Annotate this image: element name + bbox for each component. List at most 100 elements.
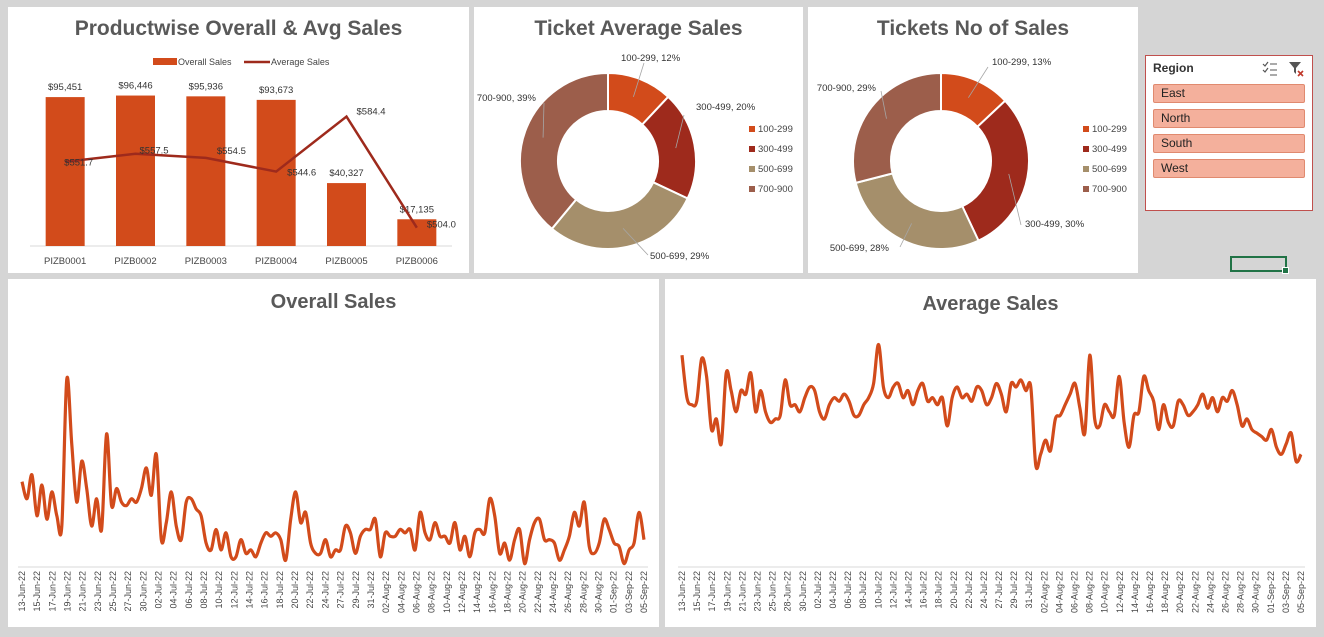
line-data-label: $504.0 bbox=[427, 220, 456, 231]
leader-line bbox=[899, 223, 912, 248]
legend-swatch bbox=[1083, 186, 1089, 192]
slice-data-label: 300-499, 30% bbox=[1025, 219, 1085, 230]
legend-swatch bbox=[1083, 166, 1089, 172]
average-sales-panel: Average Sales 13-Jun-22 15-Jun-22 17-Jun-2… bbox=[665, 279, 1316, 627]
x-tick-label: 28-Jun-22 bbox=[783, 571, 793, 612]
x-tick-label: 06-Jul-22 bbox=[843, 571, 853, 609]
x-tick-label: 18-Jul-22 bbox=[275, 571, 285, 609]
slice-data-label: 700-900, 29% bbox=[817, 83, 877, 94]
x-tick-label: 26-Aug-22 bbox=[1221, 571, 1231, 613]
x-tick-label: 12-Aug-22 bbox=[457, 571, 467, 613]
legend-swatch bbox=[749, 166, 755, 172]
bar-data-label: $95,936 bbox=[189, 81, 223, 92]
leader-line bbox=[633, 62, 645, 97]
legend-swatch bbox=[749, 146, 755, 152]
x-tick-label: 24-Aug-22 bbox=[548, 571, 558, 613]
x-tick-label: PIZB0002 bbox=[114, 256, 156, 267]
overall-sales-panel: Overall Sales 13-Jun-22 15-Jun-22 17-Jun-2… bbox=[8, 279, 659, 627]
bar-data-label: $40,327 bbox=[329, 168, 363, 179]
product-chart-title: Productwise Overall & Avg Sales bbox=[74, 17, 403, 40]
line-data-label: $544.6 bbox=[287, 168, 316, 179]
slice-300-499 bbox=[960, 99, 1030, 242]
x-tick-label: PIZB0001 bbox=[44, 256, 86, 267]
x-tick-label: 04-Aug-22 bbox=[1054, 571, 1064, 613]
x-tick-label: 12-Aug-22 bbox=[1115, 571, 1125, 613]
slicer-item-north[interactable]: North bbox=[1153, 109, 1305, 128]
bar-data-label: $93,673 bbox=[259, 85, 293, 96]
x-tick-label: 08-Aug-22 bbox=[1085, 571, 1095, 613]
product-chart-panel: Productwise Overall & Avg Sales Overall … bbox=[8, 7, 469, 273]
slice-700-900 bbox=[852, 71, 942, 185]
x-tick-label: 02-Jul-22 bbox=[154, 571, 164, 609]
x-tick-label: 14-Jul-22 bbox=[903, 571, 913, 609]
slice-data-label: 300-499, 20% bbox=[696, 102, 756, 113]
legend-swatch bbox=[749, 126, 755, 132]
x-tick-label: 20-Jul-22 bbox=[949, 571, 959, 609]
x-tick-label: 31-Jul-22 bbox=[1024, 571, 1034, 609]
x-tick-label: 02-Jul-22 bbox=[813, 571, 823, 609]
bar-pizb0005 bbox=[327, 183, 366, 246]
slicer-item-south[interactable]: South bbox=[1153, 134, 1305, 153]
x-tick-label: 25-Jun-22 bbox=[768, 571, 778, 612]
x-tick-label: 22-Jul-22 bbox=[305, 571, 315, 609]
region-slicer[interactable]: Region East North South West bbox=[1145, 55, 1313, 211]
slice-data-label: 500-699, 28% bbox=[830, 243, 890, 254]
x-tick-label: 03-Sep-22 bbox=[1281, 571, 1291, 613]
slicer-item-east[interactable]: East bbox=[1153, 84, 1305, 103]
x-tick-label: 12-Jul-22 bbox=[229, 571, 239, 609]
trend-line bbox=[20, 375, 646, 566]
x-tick-label: 18-Jul-22 bbox=[934, 571, 944, 609]
slice-data-label: 100-299, 12% bbox=[621, 53, 681, 64]
x-tick-label: 24-Aug-22 bbox=[1205, 571, 1215, 613]
x-tick-label: 06-Aug-22 bbox=[1070, 571, 1080, 613]
ticket-avg-donut: 100-299, 12% 300-499, 20% 500-699, 29% 700-… bbox=[477, 53, 793, 262]
line-data-label: $584.4 bbox=[357, 107, 386, 118]
ticket-avg-panel: Ticket Average Sales 100-299, 12% 300-499… bbox=[474, 7, 803, 273]
slicer-header: Region bbox=[1153, 61, 1194, 75]
x-tick-label: 08-Jul-22 bbox=[199, 571, 209, 609]
line-data-label: $557.5 bbox=[140, 146, 169, 157]
leader-line bbox=[542, 102, 545, 138]
overall-sales-chart: 13-Jun-22 15-Jun-22 17-Jun-22 19-Jun-22 21-J… bbox=[17, 375, 649, 613]
x-tick-label: 29-Jul-22 bbox=[351, 571, 361, 609]
slicer-item-west[interactable]: West bbox=[1153, 159, 1305, 178]
clear-filter-icon[interactable] bbox=[1288, 61, 1304, 77]
x-tick-label: 08-Aug-22 bbox=[427, 571, 437, 613]
x-tick-label: 08-Jul-22 bbox=[858, 571, 868, 609]
leader-line bbox=[1008, 173, 1022, 226]
x-tick-label: 30-Aug-22 bbox=[1251, 571, 1261, 613]
x-tick-label: PIZB0003 bbox=[185, 256, 227, 267]
bar-pizb0003 bbox=[186, 96, 226, 246]
x-tick-label: 01-Sep-22 bbox=[609, 571, 619, 613]
x-tick-label: 05-Sep-22 bbox=[639, 571, 649, 613]
selected-cell[interactable] bbox=[1230, 256, 1289, 274]
fill-handle[interactable] bbox=[1282, 267, 1289, 274]
ticket-count-panel: Tickets No of Sales 100-299, 13% 300-499,… bbox=[808, 7, 1138, 273]
ticket-avg-title: Ticket Average Sales bbox=[534, 17, 743, 40]
leader-line bbox=[622, 228, 649, 256]
x-tick-label: 16-Aug-22 bbox=[1145, 571, 1155, 613]
x-tick-label: 18-Aug-22 bbox=[1160, 571, 1170, 613]
line-data-label: $551.7 bbox=[64, 158, 93, 169]
legend-swatch-overall bbox=[153, 58, 177, 65]
bar-data-label: $95,451 bbox=[48, 82, 82, 93]
x-tick-label: 10-Aug-22 bbox=[1100, 571, 1110, 613]
multi-select-icon[interactable] bbox=[1262, 61, 1278, 77]
x-tick-label: 23-Jun-22 bbox=[93, 571, 103, 612]
product-chart: Overall Sales Average Sales $95,451 PIZB000… bbox=[30, 57, 456, 267]
x-tick-label: PIZB0006 bbox=[396, 256, 438, 267]
x-tick-label: 22-Aug-22 bbox=[533, 571, 543, 613]
average-sales-chart: 13-Jun-22 15-Jun-22 17-Jun-22 19-Jun-22 21-J… bbox=[677, 342, 1306, 613]
average-sales-line bbox=[65, 114, 418, 229]
slice-500-699 bbox=[550, 180, 689, 250]
line-data-label: $554.5 bbox=[217, 146, 246, 157]
x-tick-label: 25-Jun-22 bbox=[108, 571, 118, 612]
legend-label: 500-699 bbox=[758, 164, 793, 175]
x-tick-label: 20-Aug-22 bbox=[1175, 571, 1185, 613]
ticket-count-title: Tickets No of Sales bbox=[876, 17, 1070, 40]
x-tick-label: 20-Aug-22 bbox=[518, 571, 528, 613]
x-tick-label: 24-Jul-22 bbox=[979, 571, 989, 609]
x-tick-label: 21-Jun-22 bbox=[737, 571, 747, 612]
legend-swatch bbox=[1083, 126, 1089, 132]
x-tick-label: 16-Aug-22 bbox=[487, 571, 497, 613]
